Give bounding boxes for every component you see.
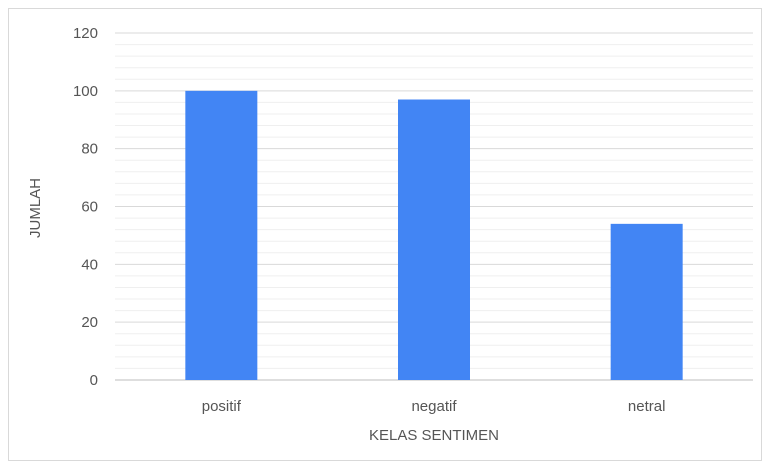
- x-axis-ticks: positif negatif netral: [202, 398, 666, 415]
- bar-positif: [185, 90, 258, 380]
- x-axis-title: KELAS SENTIMEN: [369, 427, 499, 444]
- bar-netral: [610, 223, 683, 380]
- x-tick-label-negatif: negatif: [411, 398, 457, 415]
- y-tick-label: 100: [73, 83, 98, 100]
- x-tick-label-positif: positif: [202, 398, 242, 415]
- y-tick-label: 120: [73, 25, 98, 42]
- bar-negatif: [398, 99, 470, 380]
- x-tick-label-netral: netral: [628, 398, 666, 415]
- y-tick-label: 0: [90, 372, 98, 389]
- y-axis-title: JUMLAH: [27, 178, 44, 238]
- y-tick-label: 20: [81, 314, 98, 331]
- y-tick-label: 80: [81, 141, 98, 158]
- y-tick-label: 40: [81, 256, 98, 273]
- y-axis-ticks: 0 20 40 60 80 100 120: [73, 25, 98, 389]
- bars: [185, 90, 683, 380]
- y-tick-label: 60: [81, 199, 98, 216]
